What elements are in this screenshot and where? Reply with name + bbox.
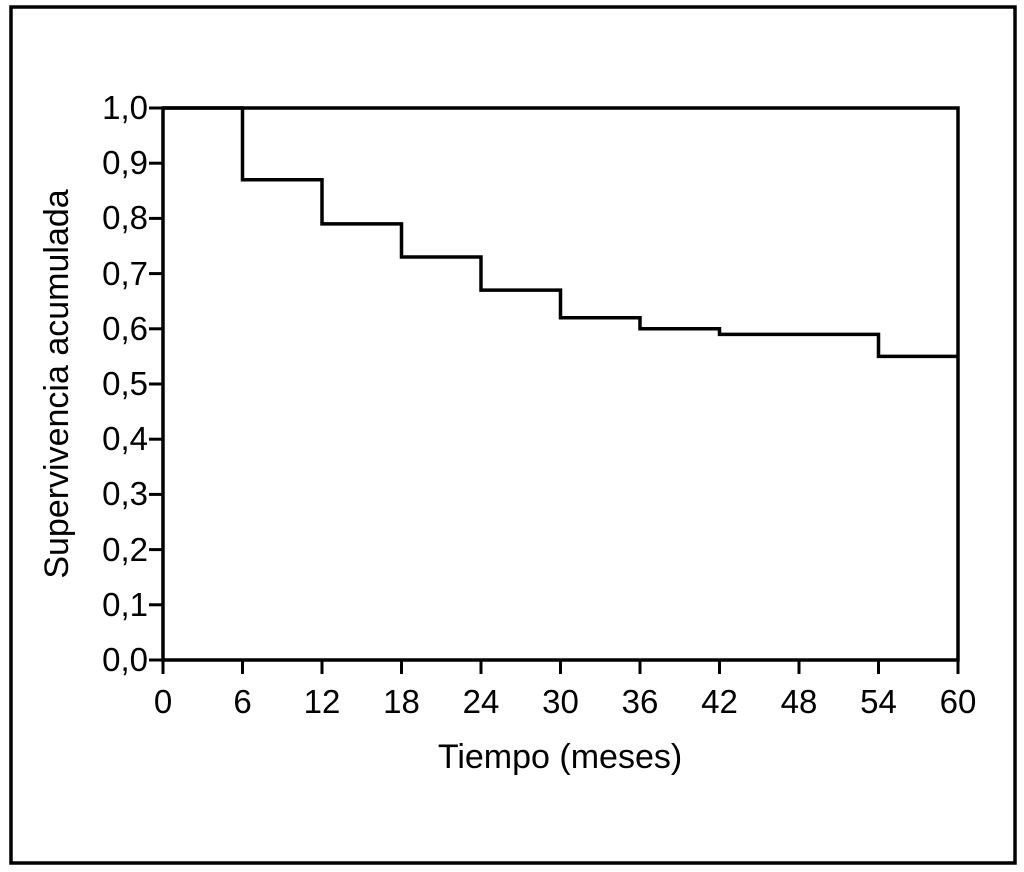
y-tick-label: 0,8	[102, 199, 148, 237]
y-tick-label: 0,9	[102, 144, 148, 182]
survival-curve	[163, 106, 958, 359]
x-tick-label: 54	[860, 683, 897, 720]
y-tick-label: 0,2	[102, 530, 148, 568]
y-tick-label: 0,0	[102, 641, 148, 678]
y-tick-label: 0,7	[102, 254, 148, 292]
x-tick-label: 30	[542, 683, 579, 720]
x-axis-title: Tiempo (meses)	[437, 738, 683, 776]
x-tick-label: 0	[153, 683, 173, 720]
x-tick-label: 12	[303, 683, 341, 720]
y-tick-label: 0,6	[102, 309, 148, 347]
x-tick-label: 6	[233, 683, 252, 720]
y-tick-label: 0,4	[102, 420, 148, 458]
x-tick-label: 60	[939, 683, 977, 720]
y-tick-label: 0,3	[102, 475, 148, 513]
x-tick-label: 42	[701, 683, 738, 720]
x-tick-label: 48	[780, 683, 818, 720]
y-tick-label: 1,0	[102, 89, 148, 126]
x-tick-label: 36	[621, 683, 659, 720]
y-tick-label: 0,1	[102, 585, 148, 623]
x-tick-label: 24	[462, 683, 500, 720]
figure-border	[9, 5, 1017, 865]
y-axis-title: Supervivencia acumulada	[38, 189, 76, 579]
y-tick-label: 0,5	[102, 365, 148, 402]
x-tick-label: 18	[383, 683, 420, 720]
plot-frame	[161, 106, 960, 662]
